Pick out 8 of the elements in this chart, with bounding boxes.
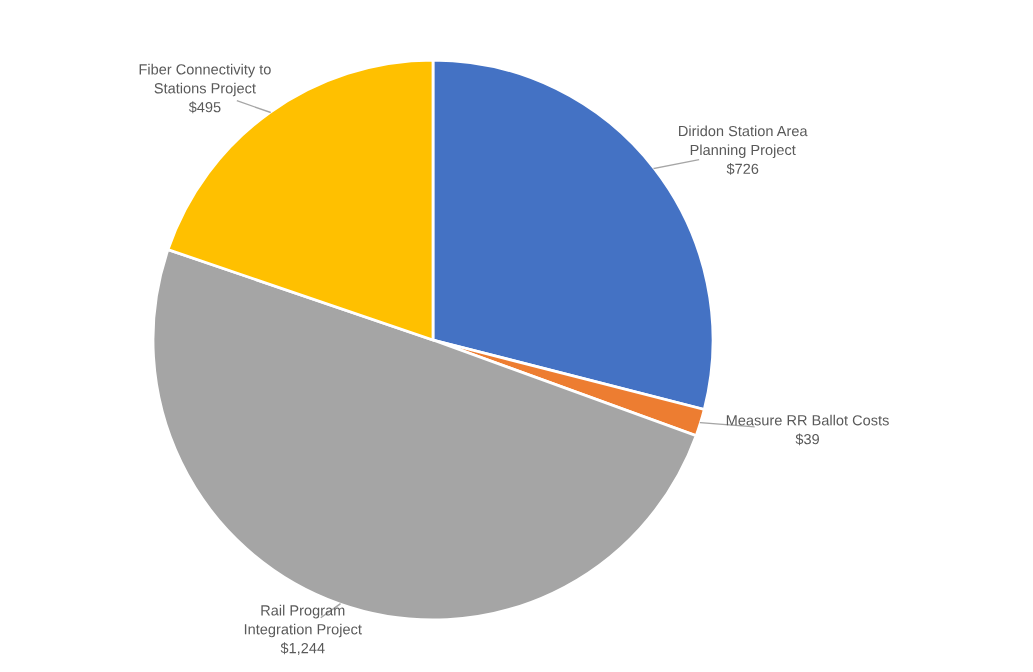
slice-label: Fiber Connectivity to Stations Project [139,63,271,97]
slice-label: Diridon Station Area Planning Project [679,125,808,158]
data-label: $1,244 [280,642,325,656]
slice-label: Rail Program Integration Project [244,604,362,638]
data-label: $726 [726,163,759,175]
data-label: $39 [795,433,819,446]
slice-label: Measure RR Ballot Costs [726,414,889,426]
data-label: $495 [188,101,221,114]
